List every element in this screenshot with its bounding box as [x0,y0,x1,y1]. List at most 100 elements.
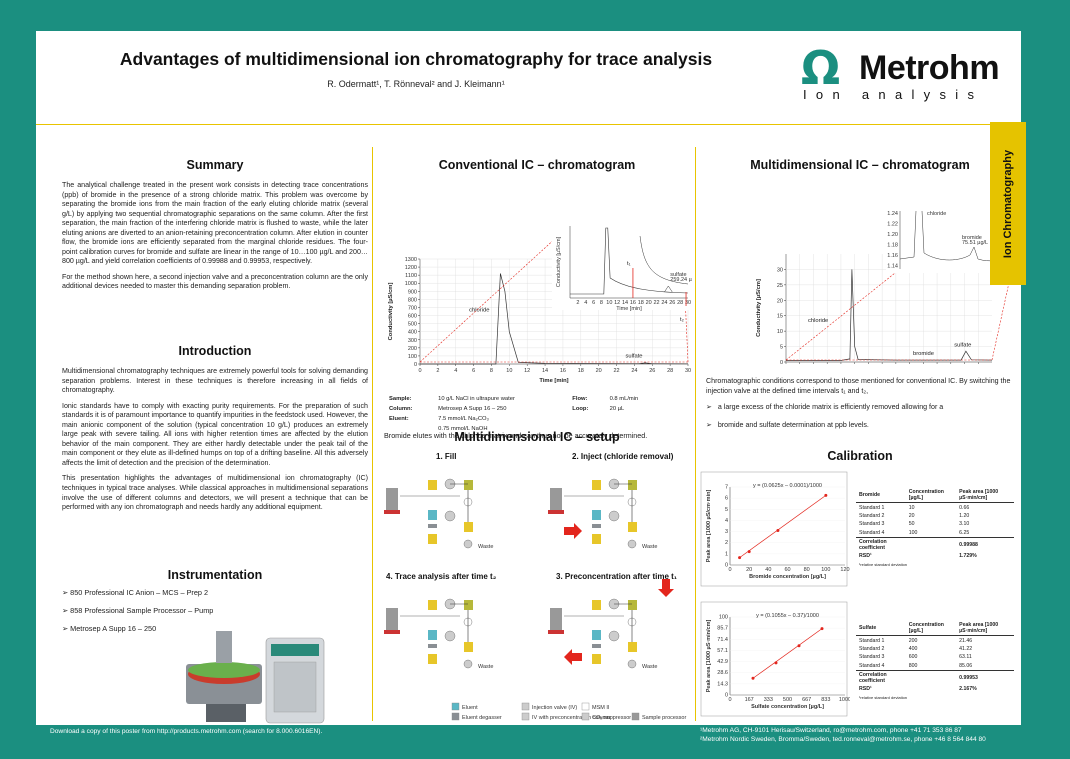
x-axis-label: Time [min] [539,378,568,384]
poster-page: Advantages of multidimensional ion chrom… [36,31,1021,725]
detector-icon [628,522,637,532]
inset-y-tick-label: 1.22 [887,222,898,228]
footer-download-note: Download a copy of this poster from http… [50,728,323,735]
legend-label: Injection valve (IV) [532,705,577,711]
inset-y-tick-label: 1.14 [887,264,898,270]
summary-paragraph: The analytical challenge treated in the … [62,181,368,266]
legend-label: MSM II [592,705,610,711]
y-tick-label: 800 [408,297,417,303]
y-tick-label: 5 [725,507,728,513]
legend-swatch [581,702,590,711]
table-cell: 6.25 [959,529,970,536]
footer-affiliation-1: ¹Metrohm AG, CH-9101 Herisau/Switzerland… [700,727,962,734]
degasser-icon [428,644,437,648]
table-cell: Standard 4 [859,529,885,536]
y-tick-label: 0 [725,563,728,569]
table-cell: Correlation coefficient [856,669,906,686]
table-cell: 20 [908,512,915,519]
y-tick-label: 2 [725,540,728,546]
t2-label: t₂ [680,317,684,323]
waste-label: Waste [642,544,657,550]
conditions-cell: Eluent: [389,416,409,422]
conditions-cell: Metrosep A Supp 16 – 250 [438,406,507,412]
injection-valve-icon [444,510,456,522]
poster-title: Advantages of multidimensional ion chrom… [119,49,713,69]
conditions-cell: Sample: [389,396,412,402]
header-divider [36,124,1021,125]
table-cell: Correlation coefficient [856,536,906,553]
step-preconcentration: 3. Preconcentration after time t₁ [556,572,678,581]
y-tick-label: 500 [408,322,417,328]
table-cell: 3.10 [959,521,970,528]
bromide-calibration-table: Bromide Concentration [µg/L] Peak area [10… [856,488,1014,568]
instrumentation-list: ➢ 850 Professional IC Anion – MCS – Prep… [62,588,362,642]
intro-paragraph: Multidimensional chromatography techniqu… [62,367,368,395]
zoom-line [684,295,689,363]
data-point [797,644,801,648]
eluent-icon [592,510,601,520]
multidimensional-heading: Multidimensional IC – chromatogram [750,158,970,172]
conditions-cell: Loop: [572,406,589,412]
x-tick-label: 16 [560,368,566,374]
x-tick-label: 60 [784,567,790,573]
waste-label: Waste [478,544,493,550]
sulfate-peak [638,362,653,365]
table-cell: 50 [908,521,915,528]
y-tick-label: 6 [725,496,728,502]
table-cell: Standard 2 [859,512,885,519]
table-cell: 400 [908,645,918,652]
table-header: Sulfate [856,621,906,637]
table-header-row: Sulfate Concentration [µg/L] Peak area [10… [856,621,1014,637]
sample-processor-icon [550,488,562,510]
sample-rack-icon [548,630,564,634]
inset-x-tick-label: 4 [584,300,587,306]
y-tick-label: 700 [408,305,417,311]
injection-valve-icon [608,510,620,522]
inset-x-tick-label: 24 [661,300,667,306]
conditions-cell: Flow: [572,396,588,402]
degasser-icon [428,524,437,528]
y-tick-label: 900 [408,289,417,295]
table-cell: 100 [908,529,918,536]
inset-sulfate-label: sulfate [670,272,686,278]
pump-icon [592,654,601,664]
y-tick-label: 30 [777,267,783,273]
table-cell: 21.46 [959,637,973,644]
y-tick-label: 600 [408,314,417,320]
conditions-cell: Column: [389,406,413,412]
x-tick-label: 12 [524,368,530,374]
x-tick-label: 80 [804,567,810,573]
table-cell: 41.22 [959,645,973,652]
table-cell: 1.20 [959,512,970,519]
x-tick-label: 26 [649,368,655,374]
inset-background [552,216,692,310]
conditions-cell: 0.8 mL/min [609,396,639,402]
column-icon [464,600,473,610]
y-tick-label: 20 [777,298,783,304]
table-cell: RSD¹ [859,553,872,560]
table-row: Standard 1 10 0.66 [856,503,1014,512]
table-cell [906,685,956,693]
y-axis-label: Conductivity [µS/cm] [756,279,762,337]
inset-sulfate-area: 259.24 µg/L [670,277,692,283]
multidimensional-note: Chromatographic conditions correspond to… [706,377,1011,395]
co2-suppressor-icon [463,659,473,669]
inset-bromide-label: bromide [962,235,982,241]
table-header-row: Bromide Concentration [µg/L] Peak area [10… [856,488,1014,504]
x-axis-label: Bromide concentration [µg/L] [749,574,826,580]
y-tick-label: 3 [725,529,728,535]
conditions-cell: 0.75 mmol/L NaOH [438,426,488,432]
data-point [820,627,824,631]
y-tick-label: 7 [725,485,728,491]
inset-y-tick-label: 1.18 [887,243,898,249]
column-divider-1 [372,147,373,721]
pump-icon [592,534,601,544]
data-point [774,661,778,665]
x-tick-label: 100 [821,567,830,573]
y-tick-label: 14.3 [717,681,728,687]
conditions-cell [569,415,604,423]
table-row: Standard 4 100 6.25 [856,529,1014,538]
y-tick-label: 57.1 [717,648,728,654]
x-tick-label: 833 [821,697,830,703]
x-tick-label: 20 [596,368,602,374]
